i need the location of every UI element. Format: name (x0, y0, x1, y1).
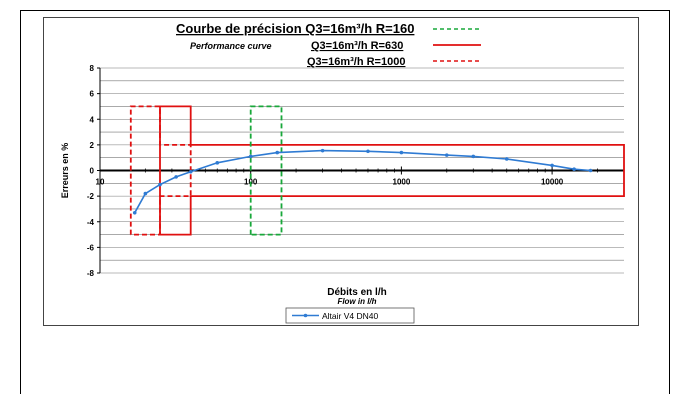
data-point (275, 150, 280, 155)
y-tick-label: 6 (90, 90, 95, 99)
series-line (134, 149, 591, 214)
data-point (132, 210, 137, 215)
data-point (248, 154, 253, 159)
envelope-r-160 (249, 105, 283, 236)
data-point (320, 148, 325, 153)
x-tick-label: 10 (96, 178, 105, 187)
data-point (588, 168, 593, 173)
y-tick-label: 4 (90, 115, 95, 124)
data-point (158, 182, 162, 187)
envelope-r-1000 (129, 105, 192, 236)
data-point (215, 161, 220, 165)
legend-box (285, 307, 415, 324)
y-tick-label: 8 (90, 64, 95, 73)
data-point (366, 149, 370, 154)
page-frame (20, 10, 670, 394)
x-axis-label: Débits en l/h (327, 287, 386, 298)
legend-swatch-marker (303, 313, 308, 318)
x-tick-label: 1000 (393, 178, 411, 187)
performance-chart: Courbe de précision Q3=16m³/h R=160 Perfo… (60, 21, 625, 324)
legend-label-r1000: Q3=16m³/h R=1000 (307, 56, 405, 68)
data-point (188, 169, 193, 174)
y-tick-label: -2 (87, 192, 95, 201)
legend-label-series: Altair V4 DN40 (322, 311, 378, 321)
y-tick-label: -6 (87, 243, 95, 252)
y-axis-label: Erreurs en % (60, 143, 70, 199)
x-axis-label-en: Flow in l/h (337, 297, 376, 306)
envelope-r-630 (159, 105, 625, 236)
y-tick-label: 0 (90, 167, 95, 176)
y-tick-label: -4 (87, 218, 95, 227)
y-tick-label: 2 (90, 141, 95, 150)
data-point (143, 191, 148, 196)
data-point (444, 153, 449, 157)
chart-subtitle: Performance curve (190, 41, 272, 51)
data-point (174, 175, 178, 179)
y-tick-label: -8 (87, 269, 95, 278)
chart-title: Courbe de précision Q3=16m³/h R=160 (176, 21, 414, 36)
data-point (471, 154, 476, 159)
legend-label-r630: Q3=16m³/h R=630 (311, 40, 403, 52)
chart-frame: Courbe de précision Q3=16m³/h R=160 Perfo… (43, 17, 639, 326)
data-point (550, 163, 554, 168)
data-point (572, 167, 576, 172)
data-point (504, 157, 509, 161)
data-point (399, 150, 404, 155)
x-tick-label: 10000 (541, 178, 564, 187)
